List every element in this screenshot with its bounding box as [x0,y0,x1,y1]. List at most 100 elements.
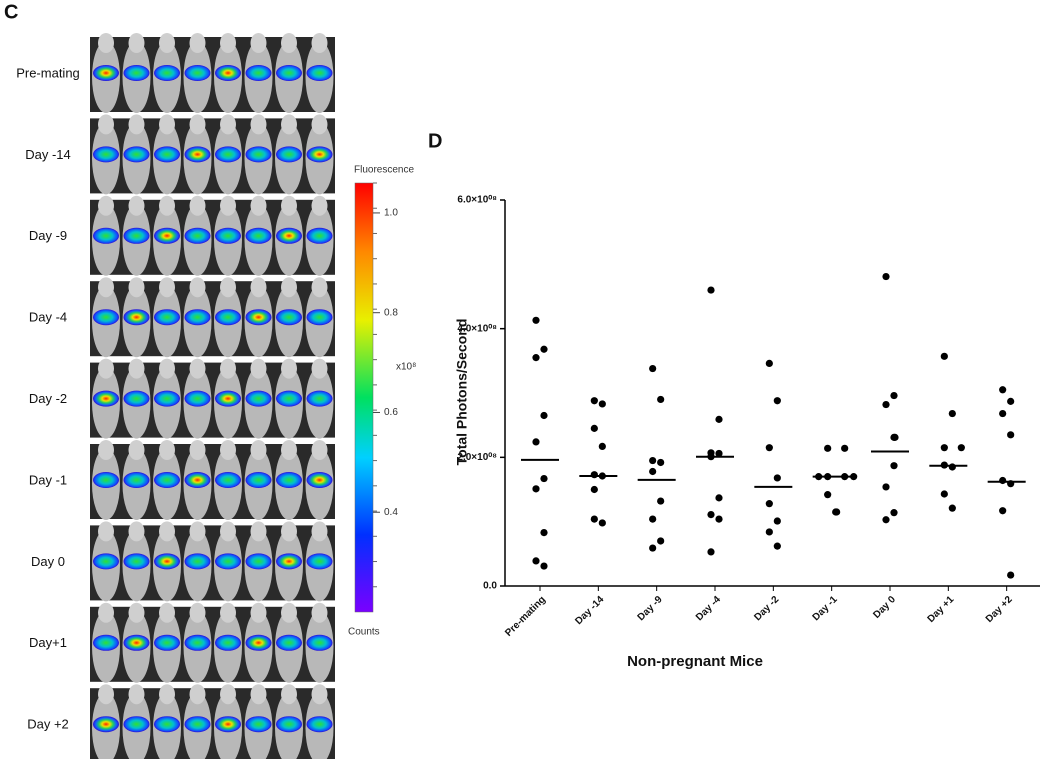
signal [245,146,272,163]
colorbar-tick-label: 1.0 [384,208,398,219]
dot [540,345,548,353]
x-tick-label: Day +2 [984,594,1015,625]
mouse-head [250,358,267,379]
signal [154,65,180,81]
x-tick-label: Day -2 [752,594,781,623]
dot [715,449,723,458]
dot [590,397,598,405]
signal [184,390,211,407]
dot [999,409,1007,418]
panel-letter: D [428,130,442,152]
mouse-head [250,602,267,623]
signal [306,146,333,163]
dot [598,442,606,450]
dot [598,519,606,527]
mouse-head [159,440,175,460]
dot [882,483,890,491]
signal [306,227,333,244]
y-tick-label: 0.0 [483,581,497,592]
mouse-head [281,195,297,216]
colorbar-tick-label: 0.6 [384,407,398,418]
dot [833,508,841,516]
dot [715,415,723,423]
signal [215,146,241,163]
mouse-head [281,440,297,460]
signal [93,146,119,163]
signal [93,390,119,407]
mouse-head [159,195,175,216]
signal [245,65,272,81]
dot [532,354,540,362]
dot [707,286,715,294]
mouse-head [98,440,114,460]
row-label: Day +2 [27,717,69,732]
signal [123,146,150,163]
row-label: Day 0 [31,554,65,569]
dot [590,471,598,479]
signal [306,390,333,407]
mouse-head [128,195,145,216]
mouse-head [311,684,328,705]
dot [890,509,898,517]
signal [93,716,119,733]
mouse-head [311,602,328,623]
dot [590,424,598,432]
mouse-head [281,602,297,623]
dot [715,515,723,523]
mouse-head [311,358,328,379]
dot [824,491,832,499]
dot [532,438,540,446]
dot [940,444,948,452]
signal [215,472,241,488]
mouse-head [220,684,236,705]
x-tick-label: Pre-mating [503,594,548,639]
mouse-head [159,33,175,53]
x-tick-label: Day 0 [871,594,898,621]
signal [306,65,333,81]
dot [940,352,948,360]
signal [245,309,272,326]
signal [245,634,272,651]
dot [657,497,665,505]
signal [276,553,302,570]
colorbar-tick-label: 0.4 [384,507,398,518]
mouse-head [220,521,236,542]
y-axis-title: Total Photons/Second [454,319,470,466]
dot [948,409,956,418]
signal [154,472,180,488]
mouse-head [311,440,328,460]
dot [657,395,665,404]
row-label: Day -14 [25,147,71,162]
signal [93,553,119,570]
dot [773,542,781,550]
signal [184,716,211,733]
y-tick-label: 6.0×10⁰⁸ [457,195,497,206]
mouse-head [250,195,267,216]
dot [882,400,890,409]
signal [184,146,211,163]
x-tick-label: Day +1 [926,594,957,625]
mouse-head [128,602,145,623]
mouse-head [189,521,206,542]
y-tick-label: 4.0×10⁰⁸ [457,323,497,334]
mouse-head [189,602,206,623]
dot [882,516,890,524]
mouse-head [189,358,206,379]
y-tick-label: 2.0×10⁰⁸ [457,452,497,463]
row-label: Pre-mating [16,65,80,80]
signal [245,227,272,244]
dot [765,528,773,536]
mouse-head [189,684,206,705]
signal [154,227,180,244]
signal [276,634,302,651]
mouse-head [311,195,328,216]
x-axis-title: Non-pregnant Mice [627,653,763,670]
dot [532,485,540,493]
signal [215,634,241,651]
signal [306,472,333,488]
dot [999,386,1007,394]
signal [215,553,241,570]
dot [657,458,665,467]
signal [184,634,211,651]
mouse-head [159,602,175,623]
